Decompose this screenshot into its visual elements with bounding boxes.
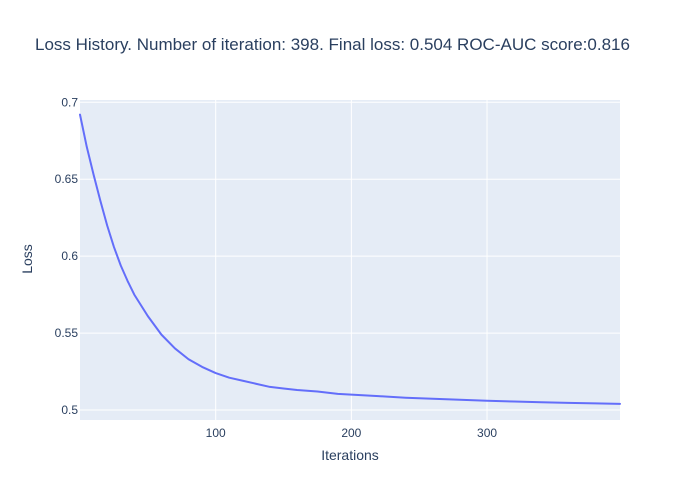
y-tick-label: 0.6 (61, 249, 78, 263)
y-tick-label: 0.65 (55, 172, 79, 186)
plot-background (80, 100, 620, 420)
y-axis-title: Loss (19, 244, 35, 274)
x-tick-label: 300 (477, 426, 497, 440)
x-axis-title: Iterations (321, 447, 379, 463)
y-tick-label: 0.55 (55, 326, 79, 340)
x-tick-label: 100 (206, 426, 226, 440)
x-tick-label: 200 (341, 426, 361, 440)
series-layer (79, 113, 621, 405)
chart-title: Loss History. Number of iteration: 398. … (35, 35, 630, 54)
loss-series-line[interactable] (79, 113, 621, 405)
tick-labels: 100 200 300 0.5 0.55 0.6 0.65 0.7 (55, 95, 498, 440)
y-tick-label: 0.5 (61, 403, 78, 417)
y-tick-label: 0.7 (61, 95, 78, 109)
grid-lines (80, 100, 620, 420)
